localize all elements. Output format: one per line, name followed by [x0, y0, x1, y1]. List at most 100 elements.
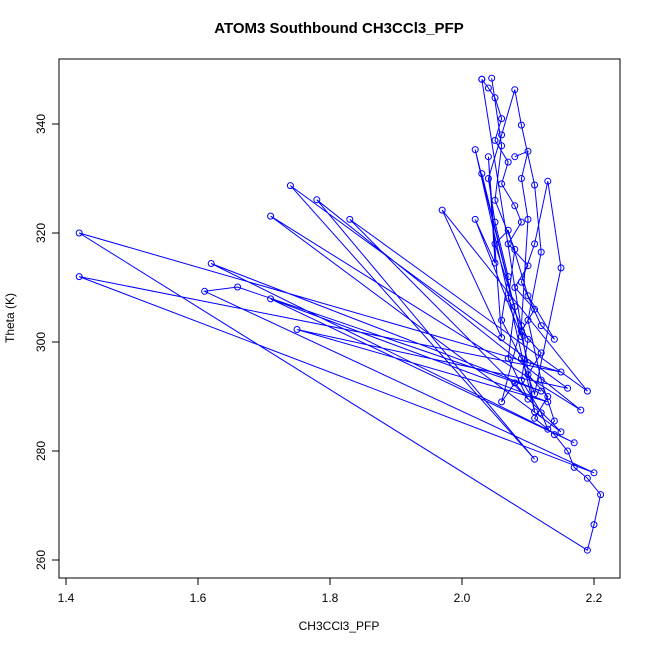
data-point — [478, 170, 486, 178]
data-point — [557, 368, 565, 376]
series-layer — [75, 74, 605, 554]
data-point — [583, 387, 591, 395]
data-point — [471, 146, 479, 154]
data-point — [524, 395, 532, 403]
data-point — [517, 322, 525, 330]
data-point — [438, 206, 446, 214]
x-axis: 1.4 1.6 1.8 2.0 2.2 — [58, 577, 603, 605]
data-point — [537, 376, 545, 384]
data-point — [550, 431, 558, 439]
y-tick-label: 320 — [34, 223, 48, 243]
data-point — [531, 408, 539, 416]
data-point — [524, 359, 532, 367]
data-point — [498, 180, 506, 188]
data-point — [498, 334, 506, 342]
data-point — [570, 463, 578, 471]
data-point — [550, 335, 558, 343]
data-point — [491, 240, 499, 248]
data-point — [570, 439, 578, 447]
data-point — [504, 226, 512, 234]
data-point — [491, 218, 499, 226]
data-point — [286, 182, 294, 190]
data-point — [478, 75, 486, 83]
data-point — [484, 175, 492, 182]
x-axis-title: CH3CCl3_PFP — [299, 619, 380, 633]
x-tick-label: 2.0 — [454, 591, 471, 605]
data-point — [511, 303, 519, 311]
data-point — [524, 335, 532, 343]
data-point — [531, 181, 539, 189]
data-point — [524, 215, 532, 223]
data-point — [564, 384, 572, 392]
data-point — [517, 354, 525, 362]
data-point — [511, 153, 519, 161]
data-point — [491, 196, 499, 204]
data-point — [531, 455, 539, 463]
data-point — [471, 215, 479, 223]
data-point — [531, 240, 539, 248]
data-point — [504, 354, 512, 362]
data-point — [504, 158, 512, 166]
data-point — [75, 273, 83, 281]
data-point — [517, 376, 525, 384]
data-point — [504, 240, 512, 248]
series-2 — [484, 74, 565, 433]
data-point — [524, 371, 532, 379]
y-axis-title: Theta (K) — [3, 293, 17, 343]
data-point — [498, 316, 506, 324]
data-point — [517, 218, 525, 226]
data-point — [511, 379, 519, 387]
y-tick-label: 300 — [34, 332, 48, 352]
data-point — [511, 86, 519, 94]
data-point — [577, 406, 585, 414]
data-point — [524, 147, 532, 155]
data-point — [544, 177, 552, 185]
data-point — [504, 273, 512, 281]
data-point — [491, 259, 499, 267]
x-tick-label: 1.8 — [322, 591, 339, 605]
data-point — [491, 136, 499, 144]
data-point — [557, 264, 565, 272]
data-point — [511, 202, 519, 210]
data-point — [537, 387, 545, 395]
data-point — [544, 398, 552, 406]
data-point — [488, 74, 496, 82]
data-point — [557, 428, 565, 436]
x-tick-label: 1.6 — [190, 591, 207, 605]
data-point — [564, 447, 572, 455]
data-point — [484, 84, 492, 92]
y-tick-label: 280 — [34, 441, 48, 461]
x-tick-label: 1.4 — [58, 591, 75, 605]
data-point — [511, 245, 519, 253]
data-point — [504, 294, 512, 302]
data-point — [524, 292, 532, 300]
chart-title: ATOM3 Southbound CH3CCl3_PFP — [214, 20, 463, 37]
data-point — [511, 284, 519, 291]
data-point — [201, 287, 209, 295]
data-point — [517, 175, 525, 182]
data-point — [498, 398, 506, 406]
data-point — [537, 349, 545, 357]
data-point — [498, 131, 506, 139]
data-point — [293, 326, 301, 333]
data-point — [544, 425, 552, 433]
data-point — [537, 409, 545, 417]
data-point — [484, 153, 492, 161]
data-point — [234, 283, 242, 291]
data-point — [537, 248, 545, 256]
data-point — [207, 260, 215, 267]
data-point — [267, 295, 275, 303]
data-point — [537, 322, 545, 330]
data-point — [498, 142, 506, 150]
y-axis: 260 280 300 320 340 — [34, 114, 60, 570]
data-point — [498, 115, 506, 123]
data-point — [313, 196, 321, 204]
data-point — [583, 546, 591, 554]
data-point — [524, 316, 532, 324]
x-tick-label: 2.2 — [586, 591, 603, 605]
data-point — [517, 278, 525, 286]
data-point — [597, 491, 605, 499]
data-point — [346, 215, 354, 223]
data-point — [550, 417, 558, 425]
